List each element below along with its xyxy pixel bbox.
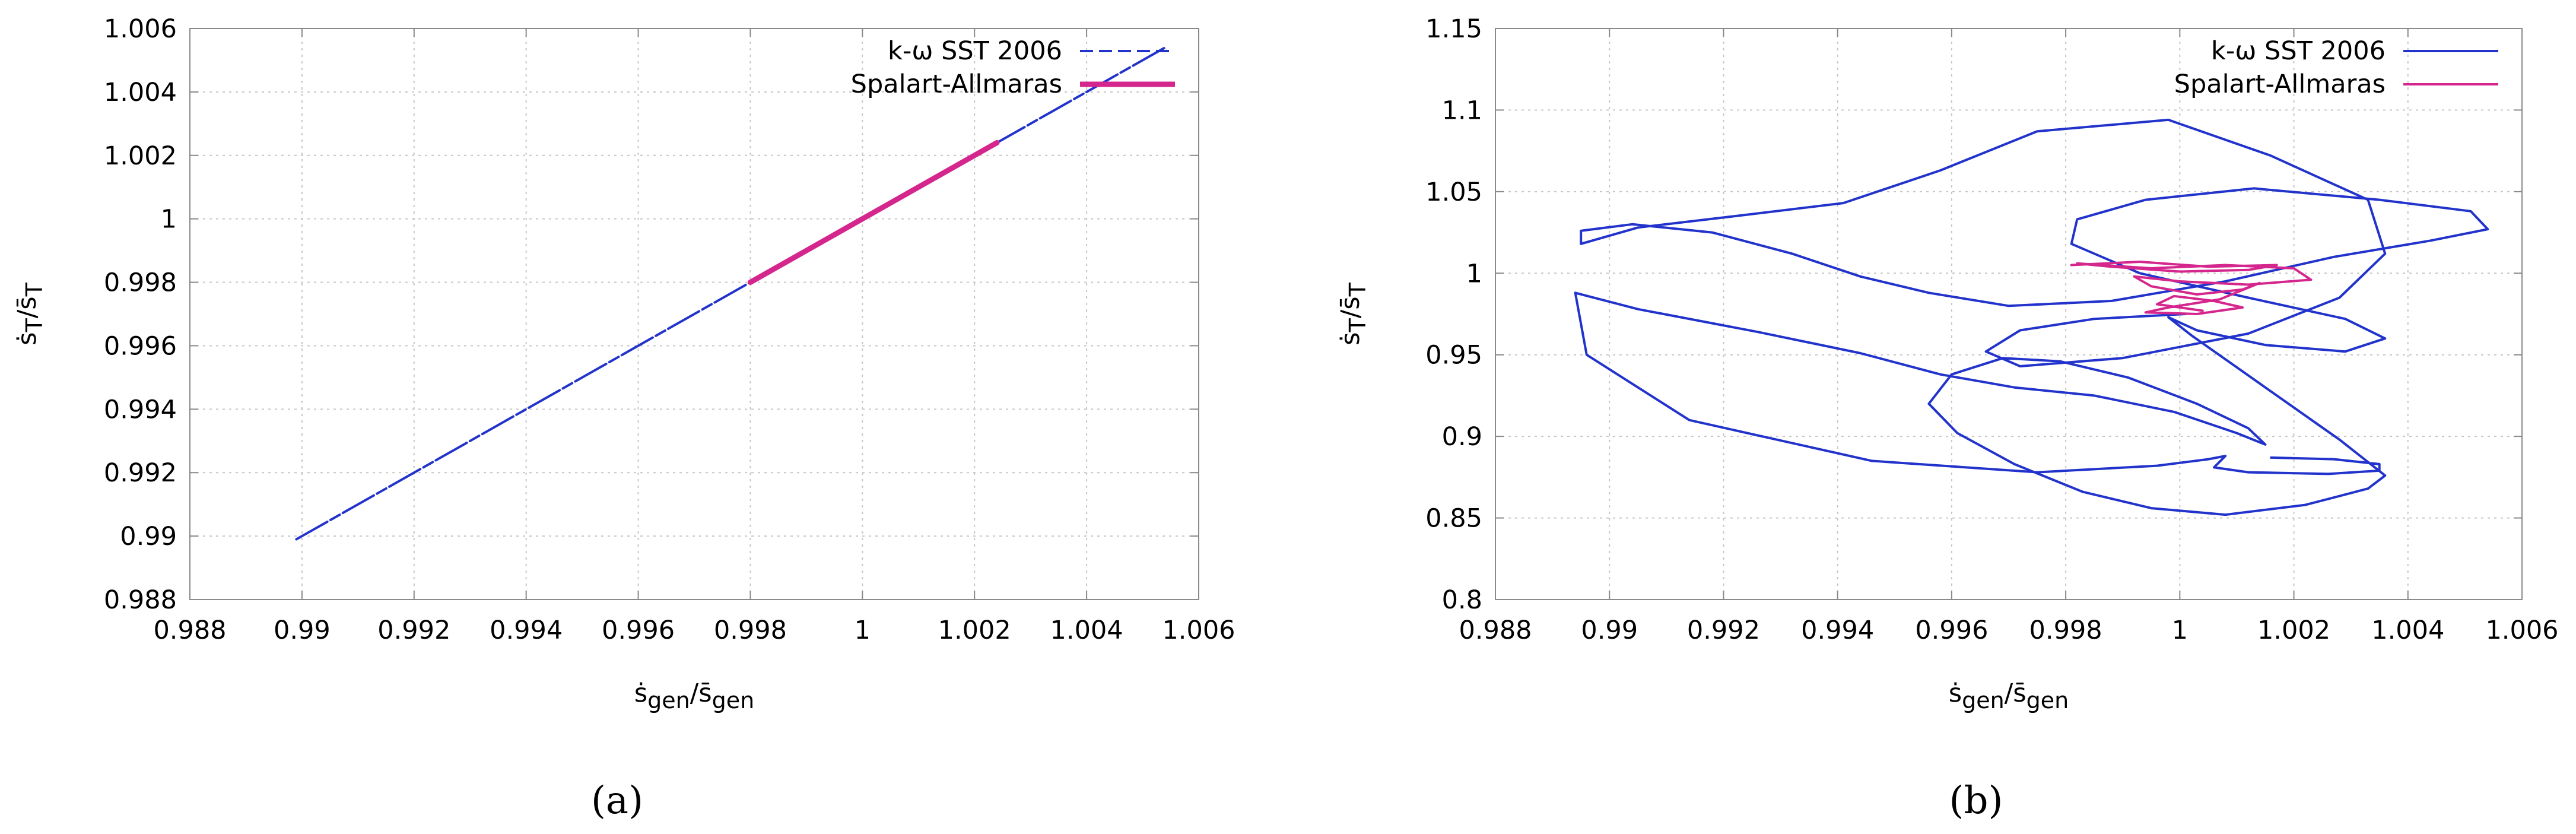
x-tick-label: 0.994 xyxy=(1801,616,1874,645)
x-tick-label: 1.004 xyxy=(2371,616,2444,645)
x-tick-label: 0.992 xyxy=(1687,616,1760,645)
x-tick-label: 0.996 xyxy=(1915,616,1988,645)
y-tick-label: 1.006 xyxy=(104,14,177,44)
y-tick-label: 1 xyxy=(161,205,177,234)
x-tick-label: 0.996 xyxy=(602,616,675,645)
y-tick-label: 0.99 xyxy=(120,522,177,551)
x-tick-label: 1.006 xyxy=(1162,616,1235,645)
x-tick-label: 1.004 xyxy=(1050,616,1123,645)
x-tick-label: 1.002 xyxy=(938,616,1011,645)
x-tick-label: 1 xyxy=(2172,616,2188,645)
y-tick-label: 1.002 xyxy=(104,141,177,171)
x-tick-label: 1.002 xyxy=(2257,616,2330,645)
x-tick-label: 1 xyxy=(855,616,871,645)
legend-label: Spalart-Allmaras xyxy=(851,69,1062,99)
plot-frame xyxy=(1495,28,2523,600)
series-line-k-omega-sst-2006 xyxy=(1574,118,2489,516)
x-tick-label: 0.998 xyxy=(714,616,787,645)
panel-label: (a) xyxy=(591,779,643,823)
x-tick-label: 0.988 xyxy=(153,616,226,645)
y-tick-label: 0.8 xyxy=(1442,585,1482,615)
x-tick-label: 1.006 xyxy=(2485,616,2558,645)
y-tick-label: 1.004 xyxy=(104,78,177,107)
x-tick-label: 0.99 xyxy=(274,616,331,645)
y-tick-label: 0.996 xyxy=(104,331,177,361)
x-tick-label: 0.998 xyxy=(2029,616,2102,645)
x-axis-label: ṡgen/s̄gen xyxy=(634,678,754,714)
x-tick-label: 0.992 xyxy=(377,616,450,645)
y-axis-label: ṡT/s̄T xyxy=(12,282,47,345)
y-tick-label: 0.9 xyxy=(1442,422,1482,452)
y-tick-label: 1.15 xyxy=(1425,14,1482,44)
y-axis-label: ṡT/s̄T xyxy=(1336,282,1371,345)
series-line-spalart-allmaras xyxy=(747,139,1000,286)
x-tick-label: 0.994 xyxy=(490,616,563,645)
y-tick-label: 0.994 xyxy=(104,395,177,424)
chart-panel-a: 0.988 0.99 0.992 0.994 0.996 0.998 1 1.002 1.004… xyxy=(12,14,1235,823)
x-axis-label: ṡgen/s̄gen xyxy=(1949,678,2069,714)
chart-panel-b: 0.988 0.99 0.992 0.994 0.996 0.998 1 1.002 1.004… xyxy=(1336,14,2559,823)
legend-label: k-ω SST 2006 xyxy=(888,36,1062,66)
y-tick-label: 1.05 xyxy=(1425,177,1482,207)
x-tick-label: 0.99 xyxy=(1581,616,1638,645)
legend-label: k-ω SST 2006 xyxy=(2211,36,2386,66)
series-line-k-omega-sst-2006 xyxy=(295,46,1167,541)
x-tick-label: 0.988 xyxy=(1459,616,1532,645)
y-tick-label: 0.85 xyxy=(1425,504,1482,534)
plot-frame xyxy=(189,28,1199,600)
y-tick-label: 0.992 xyxy=(104,458,177,488)
legend-label: Spalart-Allmaras xyxy=(2174,69,2386,99)
y-tick-label: 0.998 xyxy=(104,268,177,298)
y-tick-label: 1 xyxy=(1466,259,1482,288)
series-line-spalart-allmaras xyxy=(2070,261,2313,315)
y-tick-label: 1.1 xyxy=(1442,96,1482,125)
panel-label: (b) xyxy=(1949,779,2003,823)
y-tick-label: 0.988 xyxy=(104,585,177,615)
y-tick-label: 0.95 xyxy=(1425,341,1482,370)
